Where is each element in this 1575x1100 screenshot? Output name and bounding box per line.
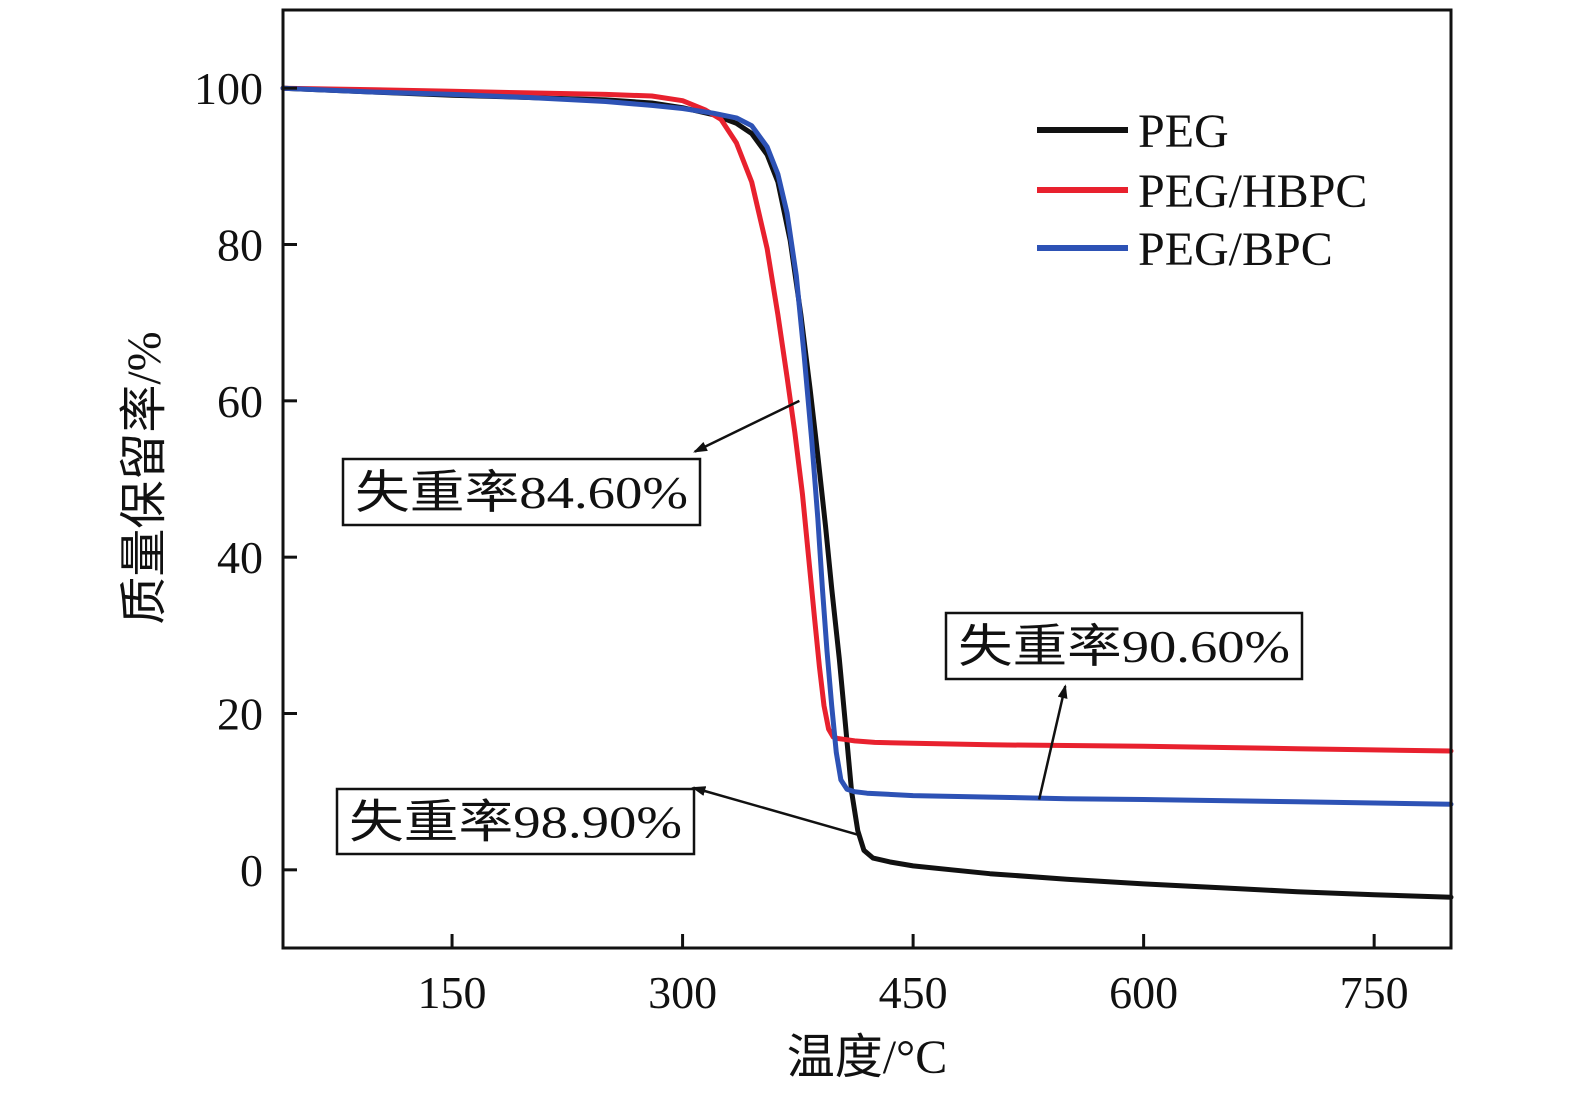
x-tick-label: 300	[648, 967, 717, 1018]
x-axis-ticks: 150 300 450 600 750	[418, 934, 1409, 1018]
annotation-arrows	[691, 399, 1068, 836]
annotation-arrow-0	[693, 399, 800, 453]
annotation-arrow-2	[691, 786, 859, 836]
x-tick-label: 150	[418, 967, 487, 1018]
y-tick-label: 60	[217, 376, 263, 427]
annotation-arrow-1	[1037, 684, 1068, 800]
series-line-2	[280, 85, 1454, 807]
y-tick-label: 100	[194, 63, 263, 114]
annotation-label-0: 失重率84.60%	[355, 467, 688, 518]
annotation-box-2	[335, 787, 696, 856]
x-tick-label: 750	[1340, 967, 1409, 1018]
y-axis-label: 质量保留率/%	[118, 331, 171, 624]
series-line-1	[280, 85, 1454, 754]
y-tick-label: 0	[240, 845, 263, 896]
y-tick-label: 20	[217, 689, 263, 740]
annotation-box-0	[341, 457, 702, 527]
y-tick-label: 80	[217, 220, 263, 271]
x-tick-label: 600	[1109, 967, 1178, 1018]
legend-label-1: PEG/HBPC	[1138, 165, 1367, 218]
y-tick-label: 40	[217, 532, 263, 583]
y-axis-ticks: 0 20 40 60 80 100	[194, 63, 297, 896]
annotation-label-1: 失重率90.60%	[958, 621, 1290, 672]
legend-label-0: PEG	[1138, 105, 1229, 158]
x-tick-label: 450	[879, 967, 948, 1018]
annotation-box-1	[944, 611, 1304, 681]
series-group	[280, 85, 1454, 900]
annotation-label-2: 失重率98.90%	[349, 797, 682, 848]
plot-frame	[281, 8, 1453, 950]
legend-label-2: PEG/BPC	[1138, 223, 1333, 276]
x-axis-label: 温度/°C	[787, 1031, 948, 1084]
annotation-boxes: 失重率84.60% 失重率90.60% 失重率98.90%	[335, 457, 1304, 856]
